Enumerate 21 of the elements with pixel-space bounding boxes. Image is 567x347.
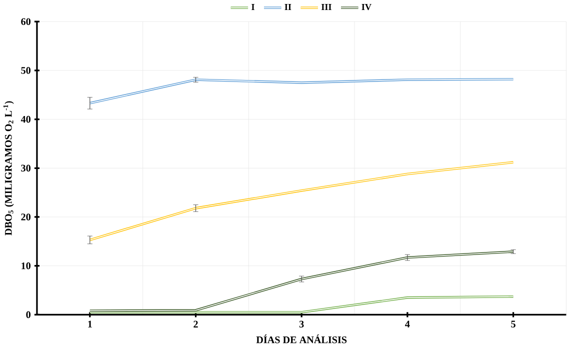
legend-label: IV bbox=[362, 4, 372, 10]
x-tick-label: 3 bbox=[299, 320, 304, 328]
line-series bbox=[88, 161, 514, 242]
y-tick-label: 30 bbox=[21, 164, 30, 172]
x-tick-label: 5 bbox=[511, 320, 516, 328]
legend-label: II bbox=[284, 4, 292, 10]
y-tick-label: 60 bbox=[21, 18, 30, 26]
y-tick-label: 40 bbox=[20, 116, 30, 123]
legend-label: III bbox=[321, 4, 332, 10]
x-tick-label: 2 bbox=[194, 320, 198, 328]
y-tick-label: 10 bbox=[22, 262, 30, 270]
legend-label: I bbox=[252, 4, 254, 10]
line-series bbox=[88, 78, 514, 105]
x-axis-title: DÍAS DE ANÁLISIS bbox=[256, 334, 347, 344]
y-tick-label: 0 bbox=[26, 311, 30, 318]
x-tick-label: 4 bbox=[405, 320, 410, 328]
x-tick-label: 1 bbox=[88, 320, 92, 328]
line-series bbox=[88, 250, 514, 312]
y-tick-label: 50 bbox=[21, 67, 30, 74]
y-axis-title: DBO$_{5}$ (MILIGRAMOS O$_{2}$ L$^{-1}$) bbox=[3, 101, 14, 236]
y-tick-label: 20 bbox=[21, 214, 30, 221]
